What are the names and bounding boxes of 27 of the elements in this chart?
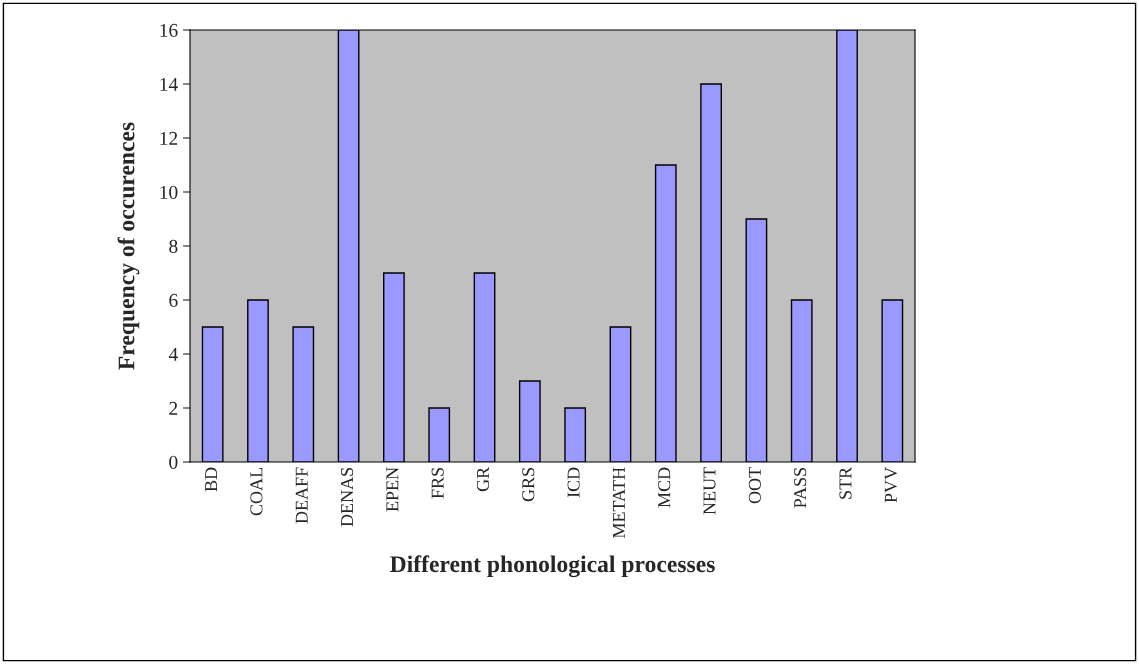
x-tick-label: NEUT [703, 467, 716, 515]
y-tick-label: 14 [160, 77, 178, 91]
x-tick-label: METATH [612, 467, 625, 539]
x-tick-label: ICD [567, 467, 580, 498]
x-tick-label: MCD [658, 467, 671, 508]
y-tick-label: 4 [168, 347, 178, 361]
x-tick-label: FRS [431, 467, 444, 499]
y-tick-label: 6 [169, 293, 178, 307]
x-tick-label: PVV [884, 467, 897, 503]
y-tick-label: 8 [169, 239, 178, 253]
y-tick-label: 0 [169, 455, 178, 469]
x-tick-label: DENAS [340, 467, 354, 527]
x-tick-label: GRS [522, 467, 535, 502]
x-tick-label: GR [476, 466, 490, 492]
x-tick-label: BD [205, 467, 218, 492]
x-tick-label: DEAFF [295, 467, 308, 524]
x-tick-label: EPEN [386, 467, 399, 512]
y-tick-label: 16 [160, 23, 178, 37]
y-tick-label: 10 [160, 185, 178, 199]
y-axis-title: Frequency of occurences [117, 122, 140, 370]
y-tick-label: 2 [169, 401, 178, 415]
y-tick-label: 12 [160, 131, 178, 145]
x-tick-label: COAL [250, 467, 263, 516]
x-tick-label: OOT [748, 467, 761, 504]
x-axis-title: Different phonological processes [390, 555, 715, 578]
x-tick-label: STR [839, 466, 852, 499]
x-tick-label: PASS [794, 467, 807, 508]
